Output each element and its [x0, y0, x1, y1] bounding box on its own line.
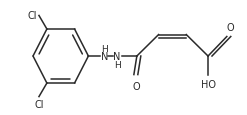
Text: H: H	[114, 61, 121, 70]
Text: O: O	[227, 22, 235, 32]
Text: Cl: Cl	[27, 11, 37, 21]
Text: O: O	[132, 82, 140, 92]
Text: Cl: Cl	[34, 99, 44, 109]
Text: H: H	[101, 44, 108, 53]
Text: N: N	[101, 52, 108, 62]
Text: HO: HO	[201, 80, 216, 90]
Text: N: N	[113, 52, 121, 62]
